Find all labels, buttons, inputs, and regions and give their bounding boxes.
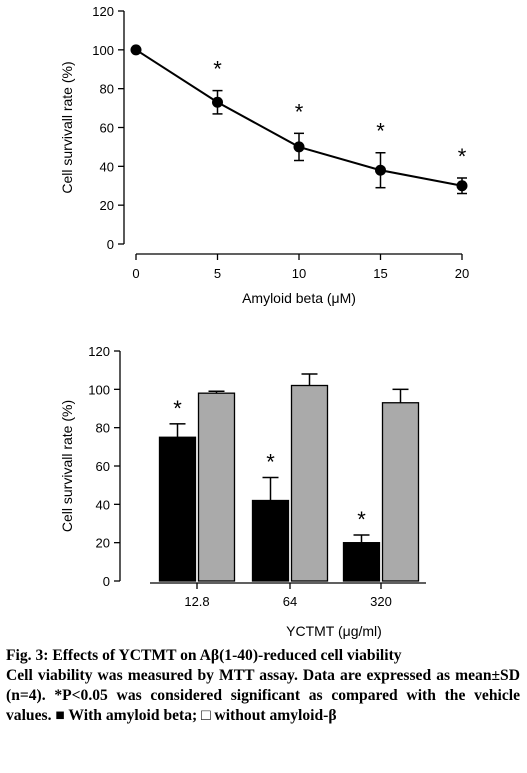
y-tick-label: 40 bbox=[100, 159, 114, 174]
significance-marker: * bbox=[266, 450, 275, 475]
x-tick-label: 5 bbox=[214, 266, 221, 281]
data-point bbox=[130, 44, 142, 56]
significance-marker: * bbox=[357, 507, 366, 532]
y-tick-label: 20 bbox=[96, 536, 110, 551]
y-tick-label: 100 bbox=[88, 382, 110, 397]
y-tick-label: 80 bbox=[100, 82, 114, 97]
caption-title: Fig. 3: Effects of YCTMT on Aβ(1-40)-red… bbox=[6, 647, 402, 664]
x-tick-label: 12.8 bbox=[184, 594, 209, 609]
data-point bbox=[212, 96, 223, 108]
bar bbox=[342, 542, 381, 582]
bar bbox=[197, 392, 236, 582]
x-tick-label: 20 bbox=[455, 266, 469, 281]
bar bbox=[158, 436, 197, 582]
caption-body: Cell viability was measured by MTT assay… bbox=[6, 667, 520, 724]
significance-marker: * bbox=[458, 144, 467, 169]
y-tick-label: 120 bbox=[88, 344, 110, 359]
data-point bbox=[456, 180, 468, 192]
bar bbox=[381, 402, 420, 582]
x-tick-label: 15 bbox=[373, 266, 387, 281]
x-tick-label: 320 bbox=[370, 594, 392, 609]
y-tick-label: 60 bbox=[100, 121, 114, 136]
bar bbox=[290, 384, 329, 582]
significance-marker: * bbox=[295, 99, 304, 124]
x-tick-label: 0 bbox=[132, 266, 139, 281]
x-tick-label: 10 bbox=[292, 266, 306, 281]
bar bbox=[251, 499, 290, 582]
y-axis-label: Cell survivall rate (%) bbox=[59, 61, 75, 193]
x-axis-label: YCTMT (μg/ml) bbox=[286, 623, 382, 639]
data-point bbox=[293, 141, 305, 153]
y-tick-label: 40 bbox=[96, 497, 110, 512]
y-tick-label: 0 bbox=[107, 237, 114, 252]
bar-chart: 0 20 40 60 80 100 120 12.8 64 320 YCTMT (μg/ml) Cel… bbox=[59, 344, 426, 639]
y-tick-label: 80 bbox=[96, 421, 110, 436]
y-tick-label: 0 bbox=[103, 574, 110, 589]
significance-marker: * bbox=[213, 57, 222, 82]
y-tick-label: 120 bbox=[92, 4, 114, 19]
y-tick-label: 60 bbox=[96, 459, 110, 474]
line-chart: 0 20 40 60 80 100 120 0 5 10 15 20 Amyloid beta (μM)… bbox=[59, 4, 469, 306]
significance-marker: * bbox=[376, 119, 385, 144]
x-tick-label: 64 bbox=[283, 594, 297, 609]
y-tick-label: 100 bbox=[92, 43, 114, 58]
y-axis-label: Cell survivall rate (%) bbox=[59, 400, 75, 532]
significance-marker: * bbox=[173, 396, 182, 421]
data-point bbox=[375, 164, 386, 176]
y-tick-label: 20 bbox=[100, 198, 114, 213]
x-axis-label: Amyloid beta (μM) bbox=[242, 290, 356, 306]
figure-caption: Fig. 3: Effects of YCTMT on Aβ(1-40)-red… bbox=[6, 646, 520, 726]
